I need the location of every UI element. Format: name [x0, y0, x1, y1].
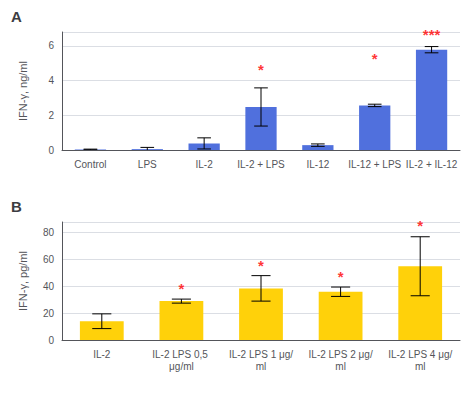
- svg-text:IL-2 LPS 1 μg/: IL-2 LPS 1 μg/: [229, 349, 293, 360]
- svg-text:*: *: [258, 257, 264, 274]
- svg-text:IL-12: IL-12: [306, 159, 329, 170]
- svg-text:4: 4: [48, 75, 54, 86]
- svg-text:***: ***: [423, 26, 441, 43]
- svg-text:IL-2: IL-2: [93, 349, 111, 360]
- svg-text:Control: Control: [74, 159, 106, 170]
- svg-text:*: *: [258, 61, 264, 78]
- svg-text:ml: ml: [335, 361, 346, 372]
- svg-text:*: *: [417, 217, 423, 234]
- svg-text:A: A: [11, 8, 22, 25]
- svg-text:IL-2 + IL-12: IL-2 + IL-12: [406, 159, 458, 170]
- svg-text:LPS: LPS: [138, 159, 157, 170]
- svg-text:IL-2 LPS 4 μg/: IL-2 LPS 4 μg/: [388, 349, 452, 360]
- svg-text:IFN-γ, ng/ml: IFN-γ, ng/ml: [17, 61, 29, 121]
- svg-text:0: 0: [48, 335, 54, 346]
- svg-text:*: *: [178, 280, 184, 297]
- svg-text:μg/ml: μg/ml: [169, 361, 194, 372]
- svg-text:60: 60: [43, 254, 55, 265]
- svg-text:ml: ml: [415, 361, 426, 372]
- svg-text:IL-2: IL-2: [196, 159, 214, 170]
- svg-text:IL-2 + LPS: IL-2 + LPS: [237, 159, 285, 170]
- svg-text:80: 80: [43, 227, 55, 238]
- svg-text:2: 2: [48, 110, 54, 121]
- svg-text:IL-12 + LPS: IL-12 + LPS: [348, 159, 401, 170]
- svg-text:*: *: [372, 50, 378, 67]
- svg-text:ml: ml: [256, 361, 267, 372]
- svg-text:IL-2 LPS 0,5: IL-2 LPS 0,5: [152, 349, 210, 360]
- svg-text:6: 6: [48, 40, 54, 51]
- svg-text:B: B: [11, 198, 22, 215]
- svg-text:20: 20: [43, 308, 55, 319]
- svg-text:IFN-γ, pg/ml: IFN-γ, pg/ml: [17, 251, 29, 311]
- svg-text:40: 40: [43, 281, 55, 292]
- svg-text:0: 0: [48, 145, 54, 156]
- svg-text:IL-2 LPS 2 μg/: IL-2 LPS 2 μg/: [309, 349, 373, 360]
- svg-text:*: *: [338, 268, 344, 285]
